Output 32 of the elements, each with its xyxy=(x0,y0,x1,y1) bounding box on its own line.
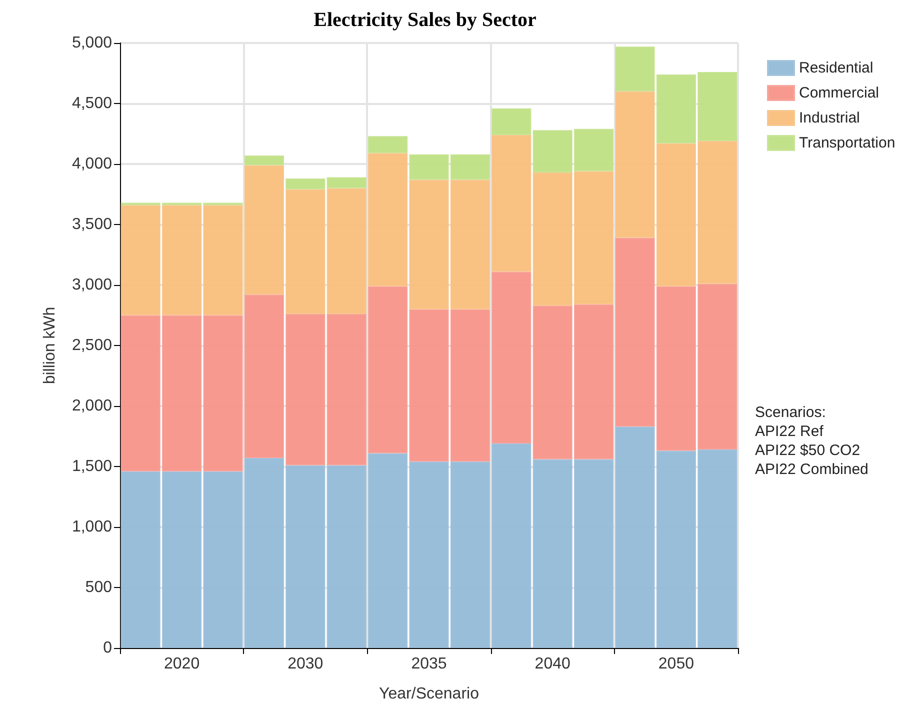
y-tick-label: 1,000 xyxy=(72,518,112,536)
text: API22 Combined xyxy=(755,461,868,478)
legend-label: Transportation xyxy=(799,134,896,152)
y-tick-label: 0 xyxy=(103,640,112,656)
legend-label: Commercial xyxy=(799,84,880,102)
y-tick-label: 2,500 xyxy=(72,337,112,354)
y-tick-label: 500 xyxy=(85,579,112,596)
bar xyxy=(326,177,366,188)
y-tick-label: 2,000 xyxy=(72,398,112,414)
x-tick-label: 2030 xyxy=(288,656,324,672)
legend-label: Residential xyxy=(799,60,874,76)
x-tick-label: 2020 xyxy=(164,656,200,672)
bar xyxy=(368,136,408,154)
chart-title: Electricity Sales by Sector xyxy=(314,9,536,31)
bar xyxy=(286,178,326,190)
text: Scenarios: xyxy=(755,404,826,421)
text: API22 Ref xyxy=(755,423,824,440)
x-tick-label: 2050 xyxy=(658,656,694,672)
y-tick-label: 5,000 xyxy=(72,34,112,52)
y-tick-label: 4,000 xyxy=(72,156,112,172)
x-axis-title: Year/Scenario xyxy=(379,686,480,702)
y-tick-label: 4,500 xyxy=(72,95,112,112)
y-axis-title: billion kWh xyxy=(42,306,58,384)
x-tick-label: 2040 xyxy=(534,656,570,672)
y-tick-label: 1,500 xyxy=(72,458,112,475)
bar xyxy=(244,156,284,166)
y-tick-label: 3,500 xyxy=(72,216,112,233)
x-tick-label: 2035 xyxy=(411,656,447,672)
text: API22 $50 CO2 xyxy=(755,442,860,459)
y-tick-label: 3,000 xyxy=(72,276,112,294)
legend-label: Industrial xyxy=(799,110,860,126)
bar xyxy=(492,108,532,135)
